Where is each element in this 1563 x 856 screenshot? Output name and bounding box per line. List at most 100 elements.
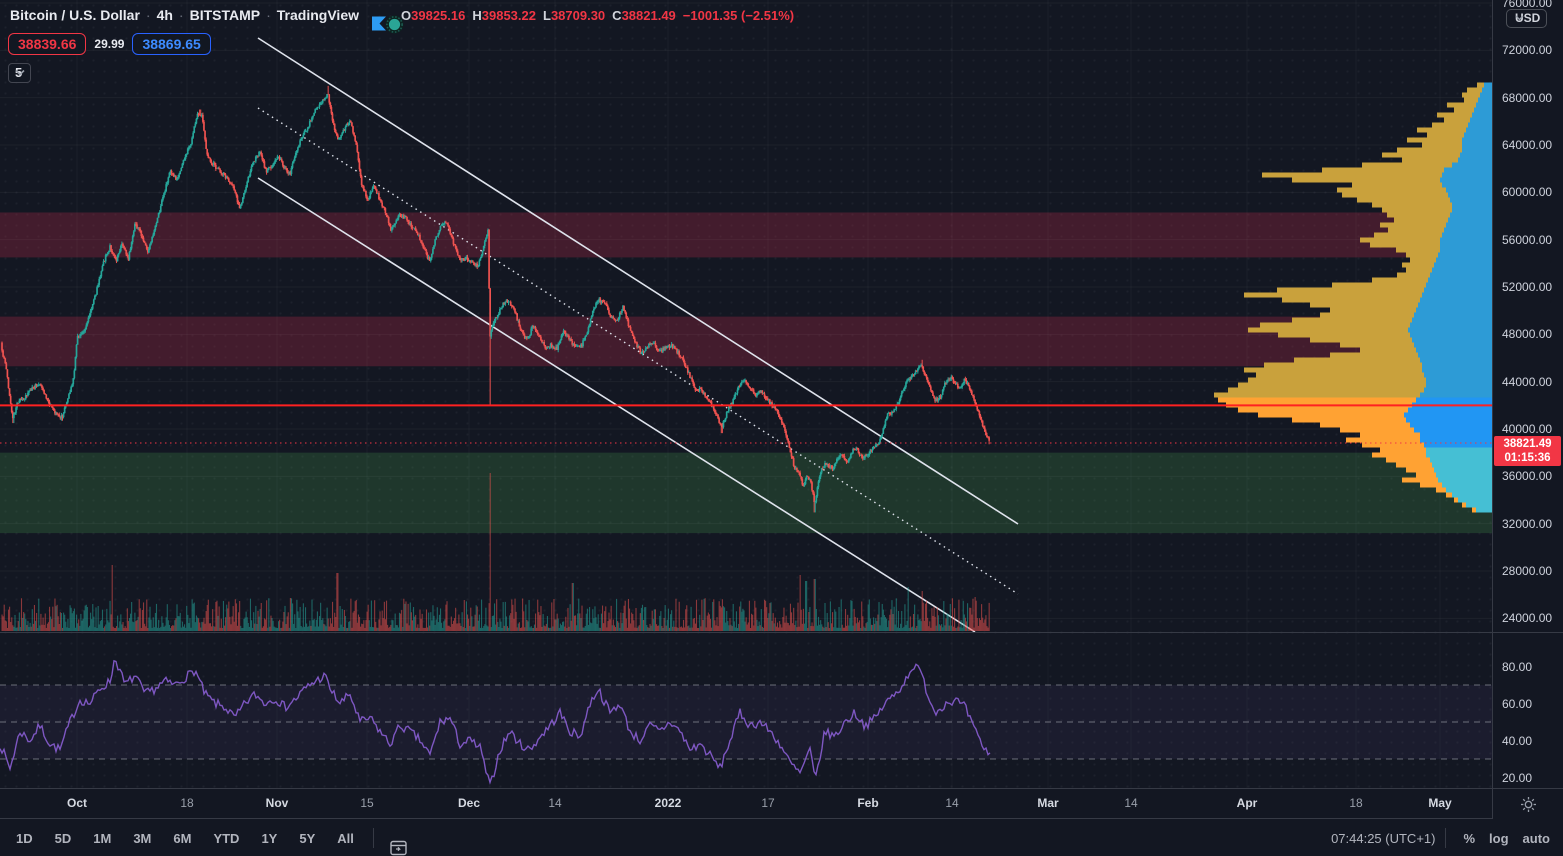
volume-profile-up-row xyxy=(1397,147,1462,153)
volume-profile-up-row xyxy=(1294,357,1420,363)
exchange-label[interactable]: BITSTAMP xyxy=(189,7,261,23)
volume-profile-up-row xyxy=(1258,412,1404,418)
log-scale-button[interactable]: log xyxy=(1489,830,1509,846)
volume-profile-down-row xyxy=(1452,202,1492,208)
price-pane[interactable] xyxy=(0,0,1492,632)
volume-profile-down-row xyxy=(1408,327,1492,333)
range-button-all[interactable]: All xyxy=(337,830,354,846)
percent-scale-button[interactable]: % xyxy=(1463,830,1476,846)
time-tick-label-18: 18 xyxy=(180,796,194,810)
range-button-3m[interactable]: 3M xyxy=(133,830,152,846)
channel-upper-trendline[interactable] xyxy=(257,37,1019,525)
volume-profile-up-row xyxy=(1292,417,1406,423)
volume-profile-up-row xyxy=(1238,407,1408,413)
currency-selector-button[interactable]: USD xyxy=(1506,9,1548,28)
time-axis[interactable]: Oct 18 Nov 15 Dec 14 2022 17 Feb 14 Mar 14 Apr 18 May xyxy=(0,788,1492,819)
volume-profile-down-row xyxy=(1408,407,1492,413)
rsi-pane[interactable] xyxy=(0,632,1492,788)
candlestick-series xyxy=(1,85,990,513)
volume-profile-down-row xyxy=(1480,92,1492,98)
volume-profile-up-row xyxy=(1380,222,1446,228)
interval-label[interactable]: 4h xyxy=(156,7,173,23)
chevron-down-icon xyxy=(15,69,25,76)
header-separator: · xyxy=(266,7,271,23)
volume-profile-down-row xyxy=(1460,152,1492,158)
volume-profile-up-row xyxy=(1352,182,1442,188)
sell-button[interactable]: 38839.66 xyxy=(8,33,87,55)
gear-icon xyxy=(1521,796,1536,812)
object-tree-collapse-button[interactable]: 5 xyxy=(8,63,32,83)
volume-profile-down-row xyxy=(1416,307,1492,313)
price-tick-label: 72000.00 xyxy=(1502,43,1553,58)
price-tick-label: 60000.00 xyxy=(1502,185,1553,200)
volume-profile-down-row xyxy=(1426,377,1492,383)
pane-divider[interactable] xyxy=(0,632,1492,633)
buy-button[interactable]: 38869.65 xyxy=(132,33,211,55)
axis-settings-corner[interactable] xyxy=(1492,788,1563,819)
volume-profile-down-row xyxy=(1436,257,1492,263)
range-button-1m[interactable]: 1M xyxy=(93,830,112,846)
symbol-title[interactable]: Bitcoin / U.S. Dollar xyxy=(10,7,140,23)
volume-profile-down-row xyxy=(1458,497,1492,503)
time-tick-label-nov: Nov xyxy=(265,796,289,810)
last-price-value: 38821.49 xyxy=(1503,438,1552,450)
price-axis[interactable]: USD 38821.49 01:15:36 76000.00 72000.00 68… xyxy=(1492,0,1563,788)
volume-profile-up-row xyxy=(1407,137,1462,143)
range-button-1y[interactable]: 1Y xyxy=(261,830,278,846)
last-price-label: 38821.49 01:15:36 xyxy=(1494,436,1561,466)
volume-profile-up-row xyxy=(1248,327,1408,333)
range-button-6m[interactable]: 6M xyxy=(173,830,192,846)
volume-profile-up-row xyxy=(1346,437,1420,443)
volume-profile-up-row xyxy=(1437,112,1472,118)
volume-profile-up-row xyxy=(1244,367,1422,373)
volume-profile-down-row xyxy=(1462,142,1492,148)
range-button-ytd[interactable]: YTD xyxy=(213,830,240,846)
volume-profile-up-row xyxy=(1256,372,1424,378)
rsi-line[interactable] xyxy=(0,659,991,785)
range-button-5d[interactable]: 5D xyxy=(54,830,72,846)
volume-profile-down-row xyxy=(1464,132,1492,138)
volume-profile-down-row xyxy=(1444,167,1492,173)
volume-profile-down-row xyxy=(1418,352,1492,358)
toolbar-divider xyxy=(1445,828,1447,848)
bottom-toolbar: 1D 5D 1M 3M 6M YTD 1Y 5Y All 07:44:25 (UTC+1) % … xyxy=(0,818,1563,856)
volume-profile-down-row xyxy=(1440,242,1492,248)
volume-profile-up-row xyxy=(1387,212,1450,218)
demand-zone[interactable] xyxy=(0,452,1492,534)
volume-profile-up-row xyxy=(1372,452,1426,458)
price-tick-label: 36000.00 xyxy=(1502,469,1553,484)
volume-profile-up-row xyxy=(1320,312,1414,318)
price-tick-label: 64000.00 xyxy=(1502,138,1553,152)
go-to-date-button[interactable] xyxy=(382,834,407,856)
volume-profile-up-row xyxy=(1396,462,1432,468)
volume-profile-up-row xyxy=(1402,477,1438,483)
spread-value: 29.99 xyxy=(94,37,125,51)
volume-profile-down-row xyxy=(1420,432,1492,438)
price-tick-label: 48000.00 xyxy=(1502,327,1553,342)
volume-profile-down-row xyxy=(1422,362,1492,368)
volume-profile-up-row xyxy=(1420,482,1442,488)
timezone-button[interactable]: 07:44:25 (UTC+1) xyxy=(1331,830,1436,846)
range-button-5y[interactable]: 5Y xyxy=(299,830,316,846)
volume-profile-down-row xyxy=(1426,382,1492,388)
price-tick-label: 44000.00 xyxy=(1502,374,1553,389)
rsi-tick-label: 80.00 xyxy=(1502,659,1533,674)
volume-profile-up-row xyxy=(1362,442,1424,448)
volume-profile-up-row xyxy=(1342,192,1448,198)
volume-profile-down-row xyxy=(1416,347,1492,353)
channel-midline[interactable] xyxy=(257,107,1019,595)
close-value: 38821.49 xyxy=(621,7,676,23)
range-button-1d[interactable]: 1D xyxy=(16,830,33,846)
volume-profile-up-row xyxy=(1382,152,1460,158)
auto-scale-button[interactable]: auto xyxy=(1522,830,1550,846)
volume-profile-down-row xyxy=(1434,262,1492,268)
volume-profile-down-row xyxy=(1466,127,1492,133)
volume-profile-up-row xyxy=(1292,317,1412,323)
volume-profile-up-row xyxy=(1310,302,1418,308)
volume-profile-down-row xyxy=(1430,272,1492,278)
volume-profile-up-row xyxy=(1477,82,1484,88)
volume-profile-up-row xyxy=(1462,502,1466,508)
supply-zone[interactable] xyxy=(0,212,1492,258)
supply-zone[interactable] xyxy=(0,316,1492,367)
